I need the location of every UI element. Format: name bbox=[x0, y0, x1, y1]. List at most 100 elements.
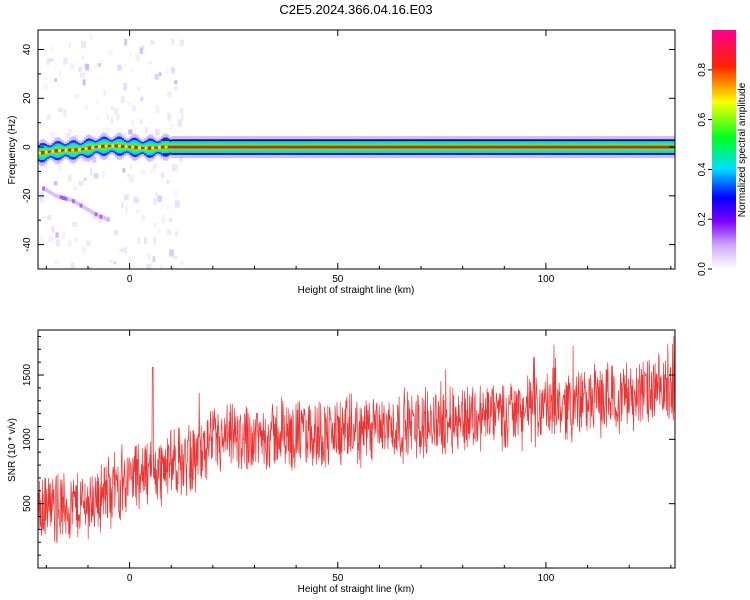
spectrogram-noise-cell bbox=[98, 59, 104, 65]
spectrogram-trace-cell bbox=[254, 145, 258, 149]
spectrogram-trace-cell bbox=[562, 145, 566, 149]
spectrogram-trace-cell bbox=[127, 145, 131, 148]
snr-y-tick-label: 1500 bbox=[22, 363, 33, 386]
spectrogram-noise-cell bbox=[171, 164, 175, 173]
spectrogram-noise-cell bbox=[93, 173, 99, 179]
spectrogram-trace-cell bbox=[160, 145, 164, 149]
spectrogram-noise-cell bbox=[122, 168, 126, 173]
spectrogram-trace-cell bbox=[379, 145, 383, 149]
spectrogram-noise-cell bbox=[127, 173, 130, 178]
spectrogram-trace-cell bbox=[200, 145, 204, 149]
spectrogram-trace-cell bbox=[316, 145, 320, 149]
spectrogram-noise-cell bbox=[93, 216, 96, 220]
spectrogram-trace-cell bbox=[314, 145, 318, 149]
spectrogram-noise-cell bbox=[166, 229, 172, 236]
spectrogram-trace-cell bbox=[439, 145, 443, 149]
spectrogram-trace-cell bbox=[589, 145, 593, 149]
colorbar: 0.0 0.2 0.4 0.6 0.8 Normalized spectral ampl… bbox=[697, 30, 748, 276]
spectrogram-secondary-cell bbox=[102, 215, 106, 220]
spectrogram-trace-cell bbox=[171, 145, 174, 149]
spectrogram-trace-cell bbox=[377, 145, 380, 149]
spectrogram-trace-cell bbox=[375, 145, 378, 149]
spectrogram-peak-cell bbox=[137, 146, 141, 150]
spectrogram-trace-cell bbox=[418, 145, 422, 149]
spectrogram-secondary-cell bbox=[94, 212, 98, 217]
spectrogram-trace-cell bbox=[481, 145, 485, 149]
spectrogram-trace-cell bbox=[666, 145, 670, 149]
spectrogram-trace-cell bbox=[252, 145, 256, 149]
spectrogram-trace-cell bbox=[448, 145, 451, 149]
spectrogram-noise-cell bbox=[140, 97, 143, 101]
spectrogram-noise-cell bbox=[141, 44, 145, 51]
spectrogram-noise-cell bbox=[135, 55, 140, 62]
spectrogram-trace-cell bbox=[196, 145, 199, 149]
spectrogram-trace-cell bbox=[456, 145, 460, 149]
spectrogram-trace-cell bbox=[202, 145, 206, 149]
spectrogram-noise-cell bbox=[59, 165, 62, 172]
spectrogram-trace-cell bbox=[600, 145, 603, 149]
spectrogram-noise-cell bbox=[125, 206, 128, 215]
spectrogram-trace-cell bbox=[273, 145, 276, 149]
spectrogram-trace-cell bbox=[400, 145, 403, 149]
spectrogram-trace-cell bbox=[527, 145, 530, 149]
spectrogram-trace-cell bbox=[356, 145, 360, 149]
spectrogram-trace-cell bbox=[593, 145, 597, 149]
spectrogram-trace-cell bbox=[487, 145, 491, 149]
colorbar-gradient bbox=[712, 30, 736, 269]
spectrogram-noise-cell bbox=[146, 264, 152, 269]
spectrogram-noise-cell bbox=[160, 264, 163, 269]
spectrogram-noise-cell bbox=[137, 237, 141, 245]
spectrogram-secondary-cell bbox=[42, 186, 46, 191]
spectrogram-trace-cell bbox=[387, 145, 391, 149]
spectrogram-trace-cell bbox=[531, 145, 535, 149]
spectrogram-trace-cell bbox=[604, 145, 607, 149]
spectrogram-noise-cell bbox=[83, 177, 87, 181]
spectrogram-noise-cell bbox=[134, 199, 140, 204]
spectrogram-trace-cell bbox=[462, 145, 466, 149]
spectrogram-trace-cell bbox=[539, 145, 543, 149]
spectrogram-trace-cell bbox=[162, 145, 166, 149]
spectrogram-noise-cell bbox=[150, 261, 154, 268]
spectrogram-trace-cell bbox=[227, 145, 231, 149]
spectrogram-noise-cell bbox=[62, 231, 66, 239]
spectrogram-peak-cell bbox=[51, 149, 55, 153]
spectrogram-trace-cell bbox=[235, 145, 239, 149]
spectrogram-trace-cell bbox=[618, 145, 622, 149]
spectrogram-trace-cell bbox=[135, 145, 139, 150]
spectrogram-secondary-cell bbox=[64, 196, 68, 201]
spectrogram-noise-cell bbox=[73, 186, 78, 190]
spectrogram-trace-cell bbox=[271, 145, 274, 149]
spectrogram-trace-cell bbox=[354, 145, 358, 149]
colorbar-label: Normalized spectral amplitude bbox=[737, 82, 748, 217]
spectrogram-peak-cell bbox=[97, 145, 101, 149]
spectrogram-noise-cell bbox=[166, 180, 170, 184]
spectrogram-noise-cell bbox=[54, 260, 60, 265]
spectrogram-trace-cell bbox=[60, 149, 64, 152]
spectrogram-trace-cell bbox=[48, 150, 52, 153]
spectrogram-trace-cell bbox=[146, 146, 149, 150]
spectrogram-trace-cell bbox=[587, 145, 591, 149]
spectrogram-trace-cell bbox=[348, 145, 351, 149]
spectrogram-trace-cell bbox=[391, 145, 395, 149]
spectrogram-trace-cell bbox=[217, 145, 220, 149]
spectrogram-noise-cell bbox=[124, 39, 128, 46]
spectrogram-trace-cell bbox=[185, 145, 189, 149]
spectrogram-trace-cell bbox=[42, 150, 45, 155]
spectrogram-noise-cell bbox=[48, 236, 54, 243]
spectrogram-trace-cell bbox=[133, 145, 137, 150]
spectrogram-trace-cell bbox=[410, 145, 414, 149]
spectrogram-trace-cell bbox=[177, 145, 181, 149]
spectrogram-trace-cell bbox=[323, 145, 326, 149]
spectrogram-trace-cell bbox=[46, 150, 50, 154]
spectrogram-trace-cell bbox=[620, 145, 624, 149]
spectrogram-trace-cell bbox=[321, 145, 324, 149]
spectrogram-noise-cell bbox=[114, 107, 118, 115]
spectrogram-noise-cell bbox=[129, 175, 134, 183]
spectrogram-noise-cell bbox=[109, 259, 113, 264]
spectrogram-trace-cell bbox=[285, 145, 289, 149]
spectrogram-trace-cell bbox=[296, 145, 299, 149]
spectrogram-noise-cell bbox=[68, 128, 73, 133]
spectrogram-trace-cell bbox=[595, 145, 599, 149]
spectrogram-trace-cell bbox=[112, 144, 116, 148]
spectrogram-trace-cell bbox=[437, 145, 441, 149]
